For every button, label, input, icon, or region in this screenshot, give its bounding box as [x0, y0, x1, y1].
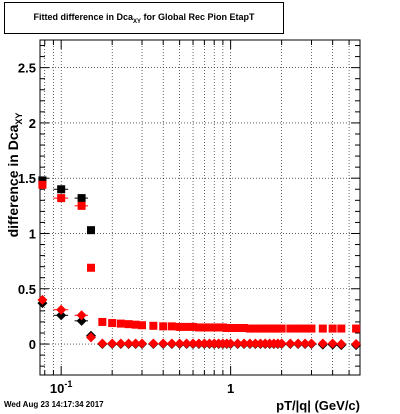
data-point-diamond: [86, 332, 97, 343]
data-point-square: [251, 324, 260, 333]
data-point-square: [337, 324, 346, 333]
data-point-square: [57, 194, 66, 203]
data-point-square: [77, 201, 86, 210]
data-point-diamond: [148, 338, 159, 349]
data-point-diamond: [351, 339, 362, 350]
data-point-square: [245, 324, 254, 333]
title-box: Fitted difference in DcaXY for Global Re…: [4, 2, 284, 34]
data-point-diamond: [137, 338, 148, 349]
chart-title: Fitted difference in DcaXY for Global Re…: [5, 12, 283, 25]
title-sub: XY: [133, 18, 142, 25]
data-marks: [37, 176, 362, 351]
data-point-diamond: [56, 310, 67, 321]
data-point-square: [210, 323, 219, 332]
data-point-square: [240, 324, 249, 333]
data-point-diamond: [181, 338, 192, 349]
y-axis-label-main: difference in Dca: [5, 124, 21, 237]
data-point-diamond: [306, 338, 317, 349]
data-point-square: [256, 324, 265, 333]
data-point-square: [318, 324, 327, 333]
data-point-square: [328, 324, 337, 333]
title-main: Fitted difference in Dca: [33, 12, 133, 22]
data-point-diamond: [166, 338, 177, 349]
data-point-square: [301, 324, 310, 333]
data-point-square: [131, 320, 140, 329]
data-point-square: [286, 324, 295, 333]
data-point-diamond: [239, 338, 250, 349]
data-point-diamond: [285, 338, 296, 349]
data-point-square: [98, 317, 107, 326]
data-point-square: [233, 324, 242, 333]
data-point-square: [87, 263, 96, 272]
data-point-square: [226, 324, 235, 333]
data-point-diamond: [97, 338, 108, 349]
x-tick-label: 10-1: [50, 379, 72, 396]
data-point-square: [294, 324, 303, 333]
data-point-diamond: [56, 304, 67, 315]
data-point-diamond: [76, 315, 87, 326]
data-point-square: [214, 323, 223, 332]
x-tick-exponent: -1: [64, 379, 72, 389]
data-point-square: [77, 194, 86, 203]
data-point-diamond: [158, 338, 169, 349]
data-point-square: [38, 180, 47, 189]
y-axis-label-sub: XY: [14, 113, 24, 125]
y-tick-label: 1.5: [18, 171, 36, 186]
data-point-diamond: [193, 338, 204, 349]
y-tick-label: 0: [29, 337, 36, 352]
y-tick-label: 2.5: [18, 61, 36, 76]
data-point-square: [200, 323, 209, 332]
data-point-square: [261, 324, 270, 333]
data-point-square: [159, 322, 168, 331]
data-point-diamond: [244, 338, 255, 349]
data-point-square: [189, 322, 198, 331]
plot-frame: [39, 39, 361, 376]
data-point-diamond: [327, 338, 338, 349]
data-point-square: [352, 324, 361, 333]
data-point-diamond: [199, 338, 210, 349]
data-point-square: [38, 176, 47, 185]
data-point-square: [116, 319, 125, 328]
data-point-diamond: [232, 338, 243, 349]
data-point-diamond: [293, 338, 304, 349]
data-point-diamond: [115, 338, 126, 349]
data-point-square: [205, 323, 214, 332]
y-axis-label: difference in DcaXY: [5, 113, 24, 238]
title-rest: for Global Rec Pion EtapT: [141, 12, 255, 22]
data-point-square: [182, 322, 191, 331]
data-point-diamond: [174, 338, 185, 349]
x-tick-label: 1: [227, 381, 234, 396]
data-point-diamond: [37, 294, 48, 305]
data-point-square: [167, 322, 176, 331]
data-point-square: [277, 324, 286, 333]
data-point-square: [149, 321, 158, 330]
data-point-diamond: [107, 338, 118, 349]
y-tick-label: 2: [29, 116, 36, 131]
data-point-diamond: [276, 338, 287, 349]
data-point-diamond: [76, 310, 87, 321]
data-point-square: [87, 226, 96, 235]
data-point-diamond: [188, 338, 199, 349]
data-point-square: [265, 324, 274, 333]
x-axis-label: pT/|q| (GeV/c): [276, 398, 360, 413]
data-point-diamond: [300, 338, 311, 349]
data-point-square: [194, 323, 203, 332]
data-point-diamond: [225, 338, 236, 349]
data-point-square: [175, 322, 184, 331]
y-tick-label: 0.5: [18, 282, 36, 297]
timestamp: Wed Aug 23 14:17:34 2017: [4, 400, 104, 409]
data-point-diamond: [317, 338, 328, 349]
data-point-diamond: [130, 338, 141, 349]
y-tick-label: 1: [29, 226, 36, 241]
data-point-diamond: [123, 338, 134, 349]
data-point-square: [108, 319, 117, 328]
data-point-square: [307, 324, 316, 333]
data-point-diamond: [250, 338, 261, 349]
data-point-square: [57, 185, 66, 194]
data-point-diamond: [336, 339, 347, 350]
data-point-square: [138, 321, 147, 330]
data-point-square: [124, 320, 133, 329]
